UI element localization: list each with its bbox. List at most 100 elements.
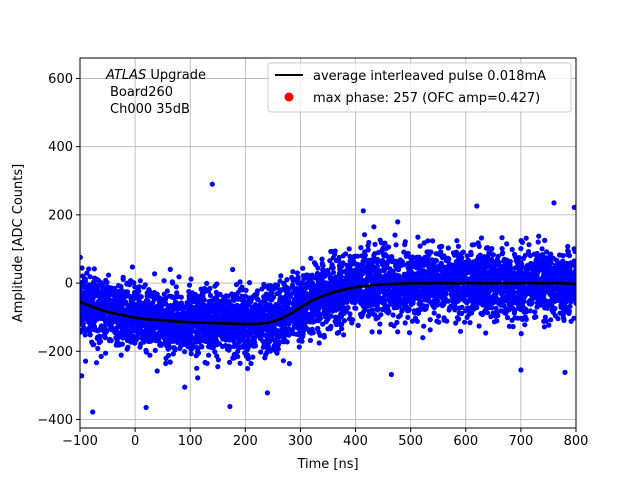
- sample-point: [175, 294, 181, 300]
- sample-point: [93, 284, 99, 290]
- sample-point: [242, 293, 248, 299]
- sample-point: [278, 273, 284, 279]
- sample-point: [395, 219, 401, 225]
- sample-point: [130, 308, 136, 314]
- sample-point: [118, 352, 124, 358]
- sample-point: [339, 326, 345, 332]
- sample-point: [286, 361, 292, 367]
- sample-point: [550, 255, 556, 261]
- sample-point: [100, 282, 106, 288]
- sample-point: [362, 249, 368, 255]
- sample-point: [380, 258, 386, 264]
- sample-point: [313, 262, 319, 268]
- sample-point: [374, 263, 380, 269]
- sample-point: [391, 274, 397, 280]
- sample-point: [459, 304, 465, 310]
- sample-point: [274, 291, 280, 297]
- sample-point: [358, 276, 364, 282]
- sample-point: [320, 262, 326, 268]
- sample-point: [91, 266, 97, 272]
- sample-point: [381, 253, 387, 259]
- sample-point: [417, 243, 423, 249]
- sample-point: [428, 283, 435, 289]
- sample-point: [520, 298, 527, 304]
- sample-point: [265, 327, 271, 333]
- sample-point: [560, 299, 566, 305]
- sample-point: [317, 332, 323, 338]
- sample-point: [100, 286, 106, 292]
- sample-point: [80, 283, 86, 289]
- sample-point: [347, 311, 353, 317]
- sample-point: [178, 301, 184, 307]
- sample-point: [388, 290, 394, 296]
- sample-point: [550, 272, 556, 278]
- sample-point: [350, 292, 357, 298]
- sample-point: [446, 307, 452, 313]
- sample-point: [193, 336, 199, 342]
- sample-point: [250, 293, 257, 299]
- sample-point: [492, 291, 498, 297]
- sample-point: [281, 338, 287, 344]
- sample-point: [462, 308, 468, 314]
- sample-point: [91, 279, 97, 285]
- sample-point: [444, 318, 450, 324]
- sample-point: [297, 282, 303, 288]
- scatter-layer: [80, 181, 576, 415]
- sample-point: [509, 297, 515, 303]
- sample-point: [189, 346, 195, 352]
- sample-point: [493, 283, 499, 290]
- sample-point: [309, 306, 315, 312]
- sample-point: [468, 249, 474, 255]
- sample-point: [143, 347, 149, 353]
- sample-point: [327, 258, 333, 264]
- sample-point: [169, 332, 176, 338]
- sample-point: [493, 305, 499, 311]
- sample-point: [312, 318, 318, 324]
- sample-point: [166, 314, 172, 320]
- sample-point: [500, 308, 506, 314]
- sample-point: [458, 258, 464, 264]
- sample-point: [567, 303, 573, 309]
- sample-point: [353, 305, 359, 311]
- sample-point: [297, 309, 304, 315]
- sample-point: [469, 303, 475, 310]
- sample-point: [504, 287, 510, 293]
- sample-point: [266, 345, 272, 351]
- sample-point: [523, 235, 529, 241]
- sample-point: [489, 263, 495, 269]
- sample-point: [397, 312, 403, 318]
- sample-point: [552, 263, 558, 269]
- sample-point: [505, 292, 511, 298]
- sample-point: [129, 264, 135, 270]
- sample-point: [568, 318, 574, 324]
- sample-point: [381, 267, 387, 273]
- sample-point: [268, 290, 274, 296]
- sample-point: [135, 287, 141, 293]
- sample-point: [346, 279, 352, 285]
- sample-point: [154, 368, 160, 374]
- sample-point: [409, 260, 415, 266]
- sample-point: [123, 334, 129, 341]
- sample-point: [87, 332, 93, 338]
- sample-point: [113, 334, 119, 341]
- sample-point: [418, 303, 424, 309]
- sample-point: [386, 309, 392, 315]
- sample-point: [360, 299, 366, 305]
- sample-point: [517, 283, 524, 289]
- sample-point: [339, 313, 345, 319]
- sample-point: [121, 309, 127, 315]
- sample-point: [290, 278, 296, 284]
- sample-point: [560, 253, 566, 259]
- sample-point: [504, 268, 510, 274]
- sample-point: [425, 287, 431, 293]
- sample-point: [95, 316, 101, 322]
- sample-point: [281, 307, 287, 313]
- sample-point: [291, 323, 297, 329]
- sample-point: [284, 277, 290, 283]
- sample-point: [467, 307, 474, 314]
- sample-point: [307, 329, 313, 335]
- sample-point: [495, 253, 501, 259]
- sample-point: [554, 284, 560, 290]
- sample-point: [401, 285, 407, 291]
- sample-point: [519, 239, 526, 245]
